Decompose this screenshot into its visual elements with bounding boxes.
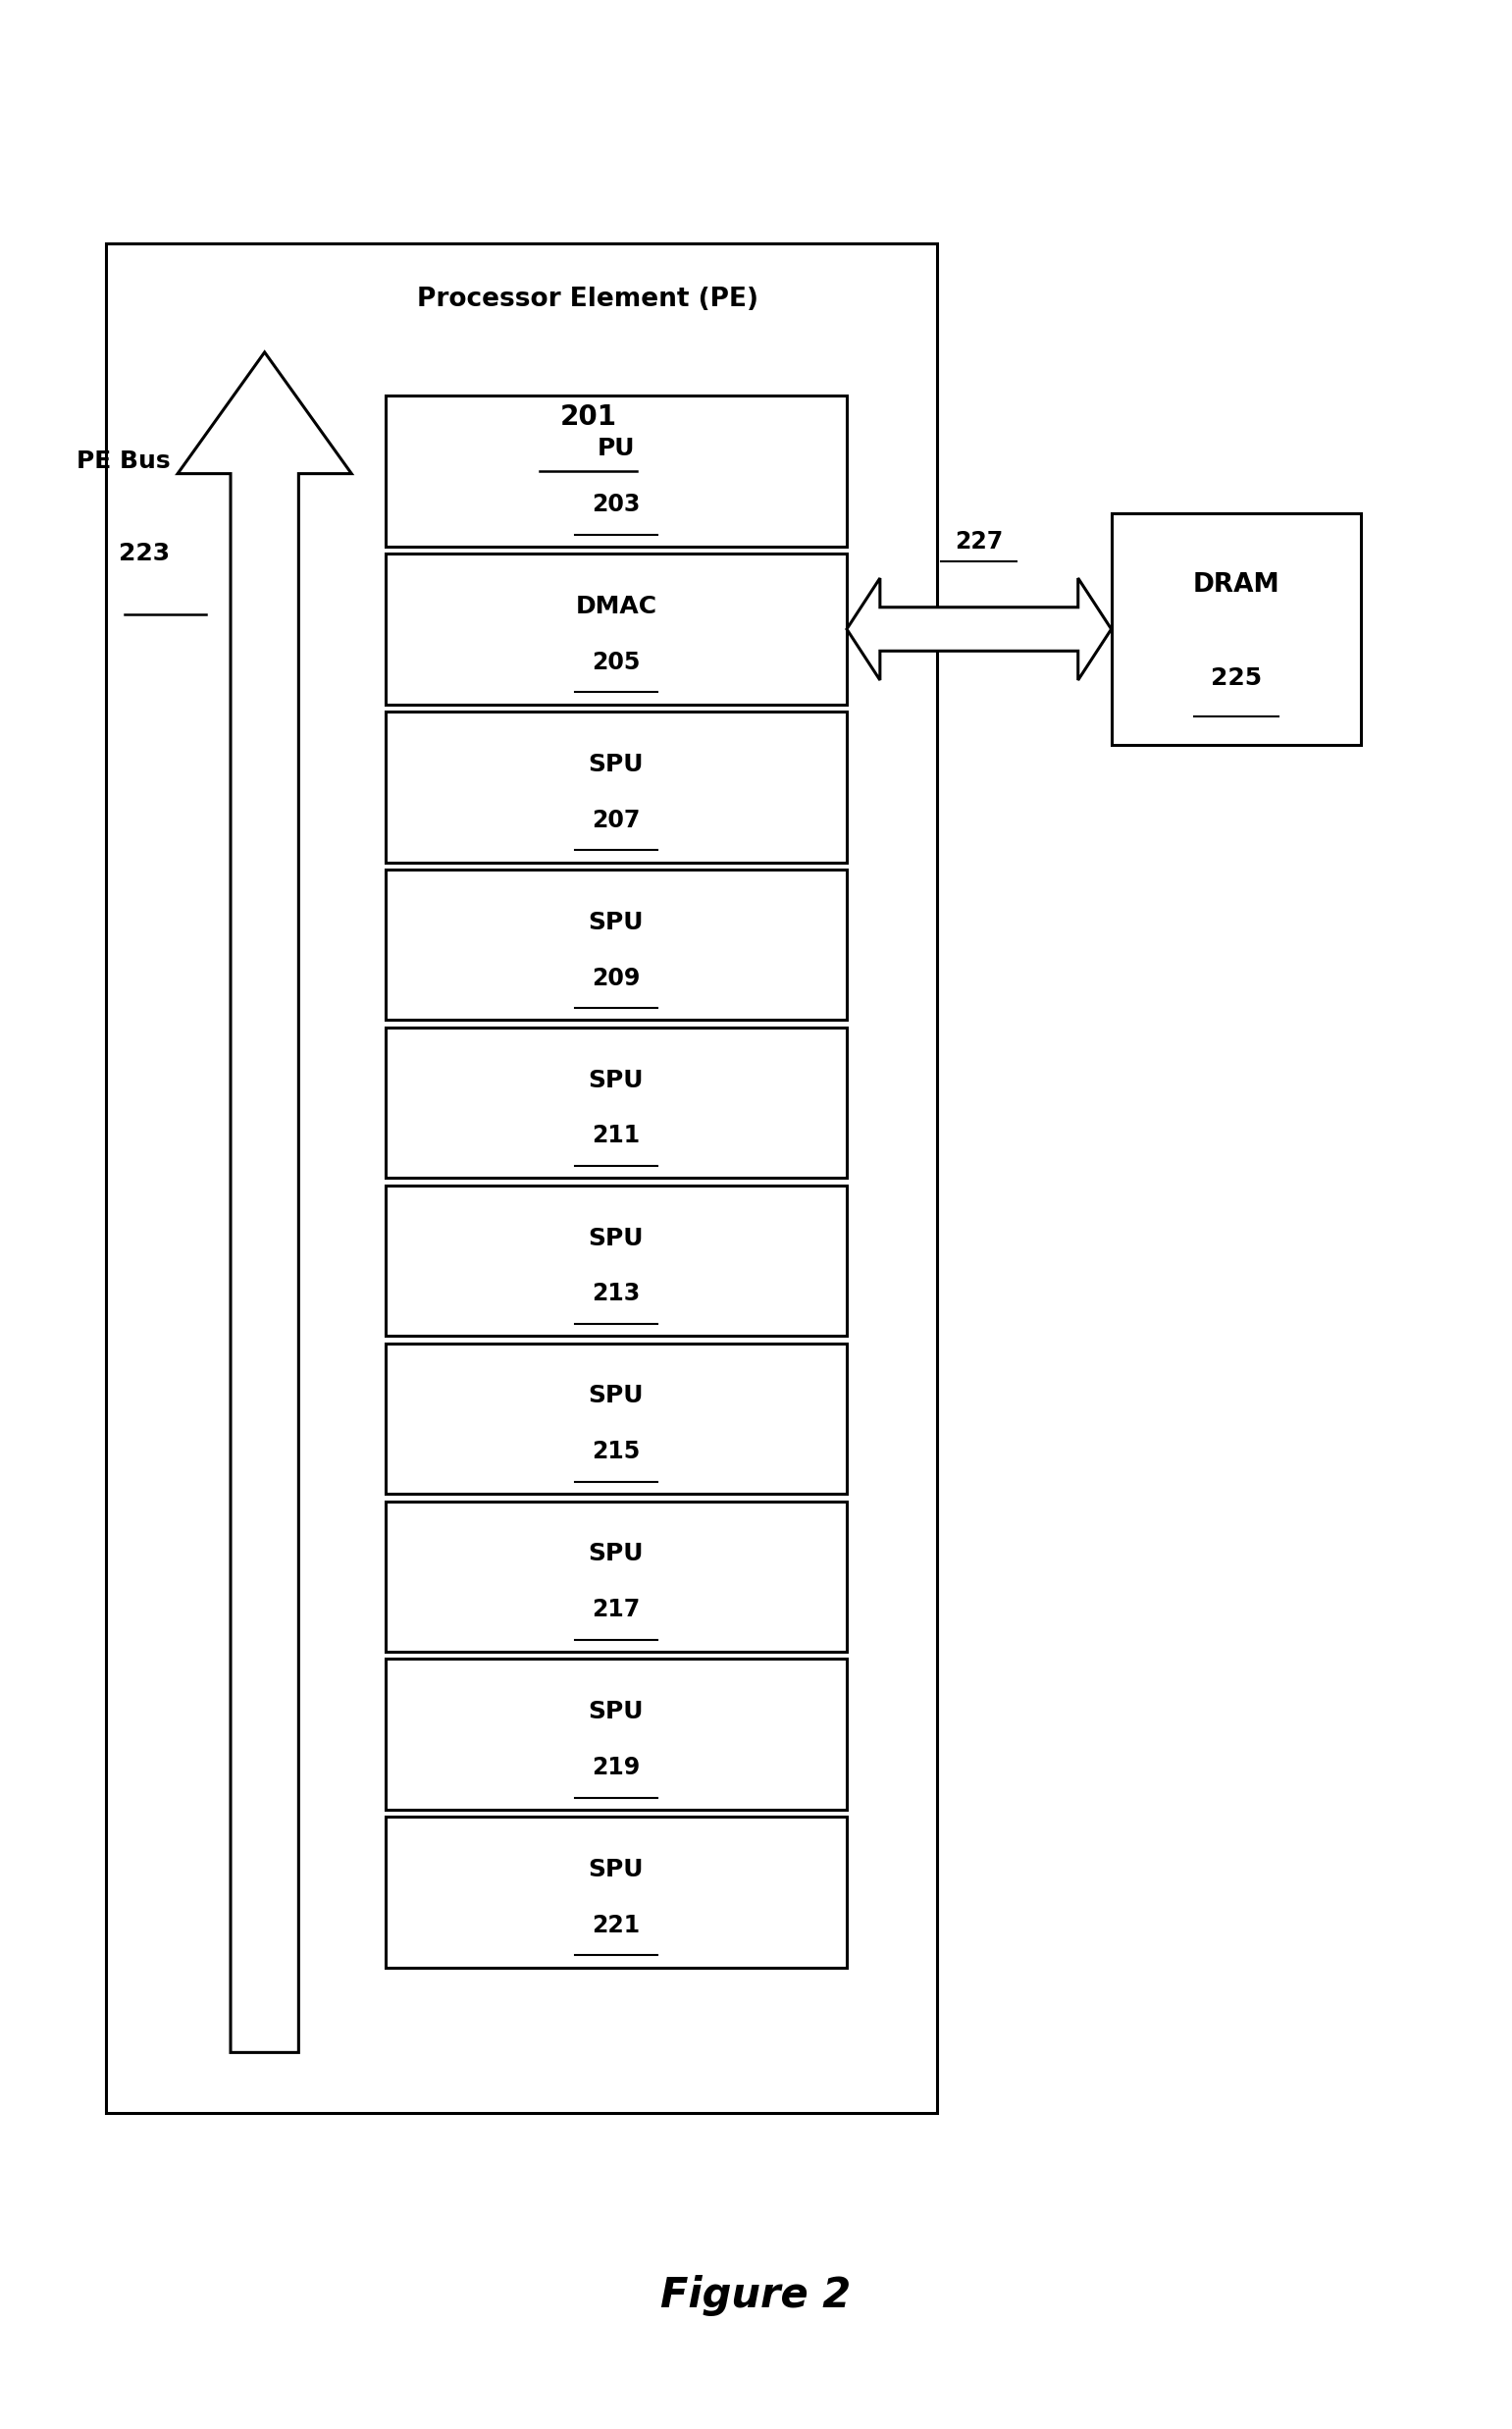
Bar — [386, 870, 847, 1020]
Text: 213: 213 — [593, 1283, 640, 1304]
Text: 223: 223 — [119, 542, 169, 566]
Text: PE Bus: PE Bus — [76, 449, 169, 474]
Text: Figure 2: Figure 2 — [661, 2276, 851, 2315]
Text: SPU: SPU — [588, 1542, 644, 1567]
Bar — [106, 243, 937, 2113]
Text: PU: PU — [597, 437, 635, 462]
Bar — [1111, 515, 1361, 743]
Text: 215: 215 — [593, 1440, 640, 1462]
Bar — [386, 1027, 847, 1178]
Text: SPU: SPU — [588, 1385, 644, 1409]
Bar — [386, 1343, 847, 1494]
Polygon shape — [178, 352, 351, 2053]
Bar — [386, 554, 847, 704]
Text: 217: 217 — [593, 1598, 640, 1620]
Text: 219: 219 — [593, 1756, 640, 1778]
Text: 225: 225 — [1211, 666, 1261, 690]
Text: 207: 207 — [591, 809, 641, 831]
Text: SPU: SPU — [588, 1069, 644, 1093]
Text: SPU: SPU — [588, 753, 644, 777]
Text: 221: 221 — [593, 1914, 640, 1936]
Bar — [386, 712, 847, 862]
Bar — [386, 1817, 847, 1967]
Text: SPU: SPU — [588, 1227, 644, 1251]
Polygon shape — [847, 578, 1111, 680]
Text: Processor Element (PE): Processor Element (PE) — [417, 287, 759, 313]
Bar — [386, 1659, 847, 1810]
Bar — [386, 1501, 847, 1652]
Text: SPU: SPU — [588, 911, 644, 935]
Text: SPU: SPU — [588, 1858, 644, 1882]
Text: 211: 211 — [593, 1125, 640, 1146]
Bar — [386, 396, 847, 547]
Text: DRAM: DRAM — [1193, 573, 1279, 598]
Text: 203: 203 — [591, 493, 641, 515]
Text: 227: 227 — [956, 530, 1002, 554]
Bar — [386, 1185, 847, 1336]
Text: DMAC: DMAC — [576, 595, 656, 619]
Text: 205: 205 — [591, 651, 641, 673]
Text: SPU: SPU — [588, 1700, 644, 1725]
Text: 209: 209 — [591, 967, 641, 989]
Text: 201: 201 — [559, 403, 617, 430]
